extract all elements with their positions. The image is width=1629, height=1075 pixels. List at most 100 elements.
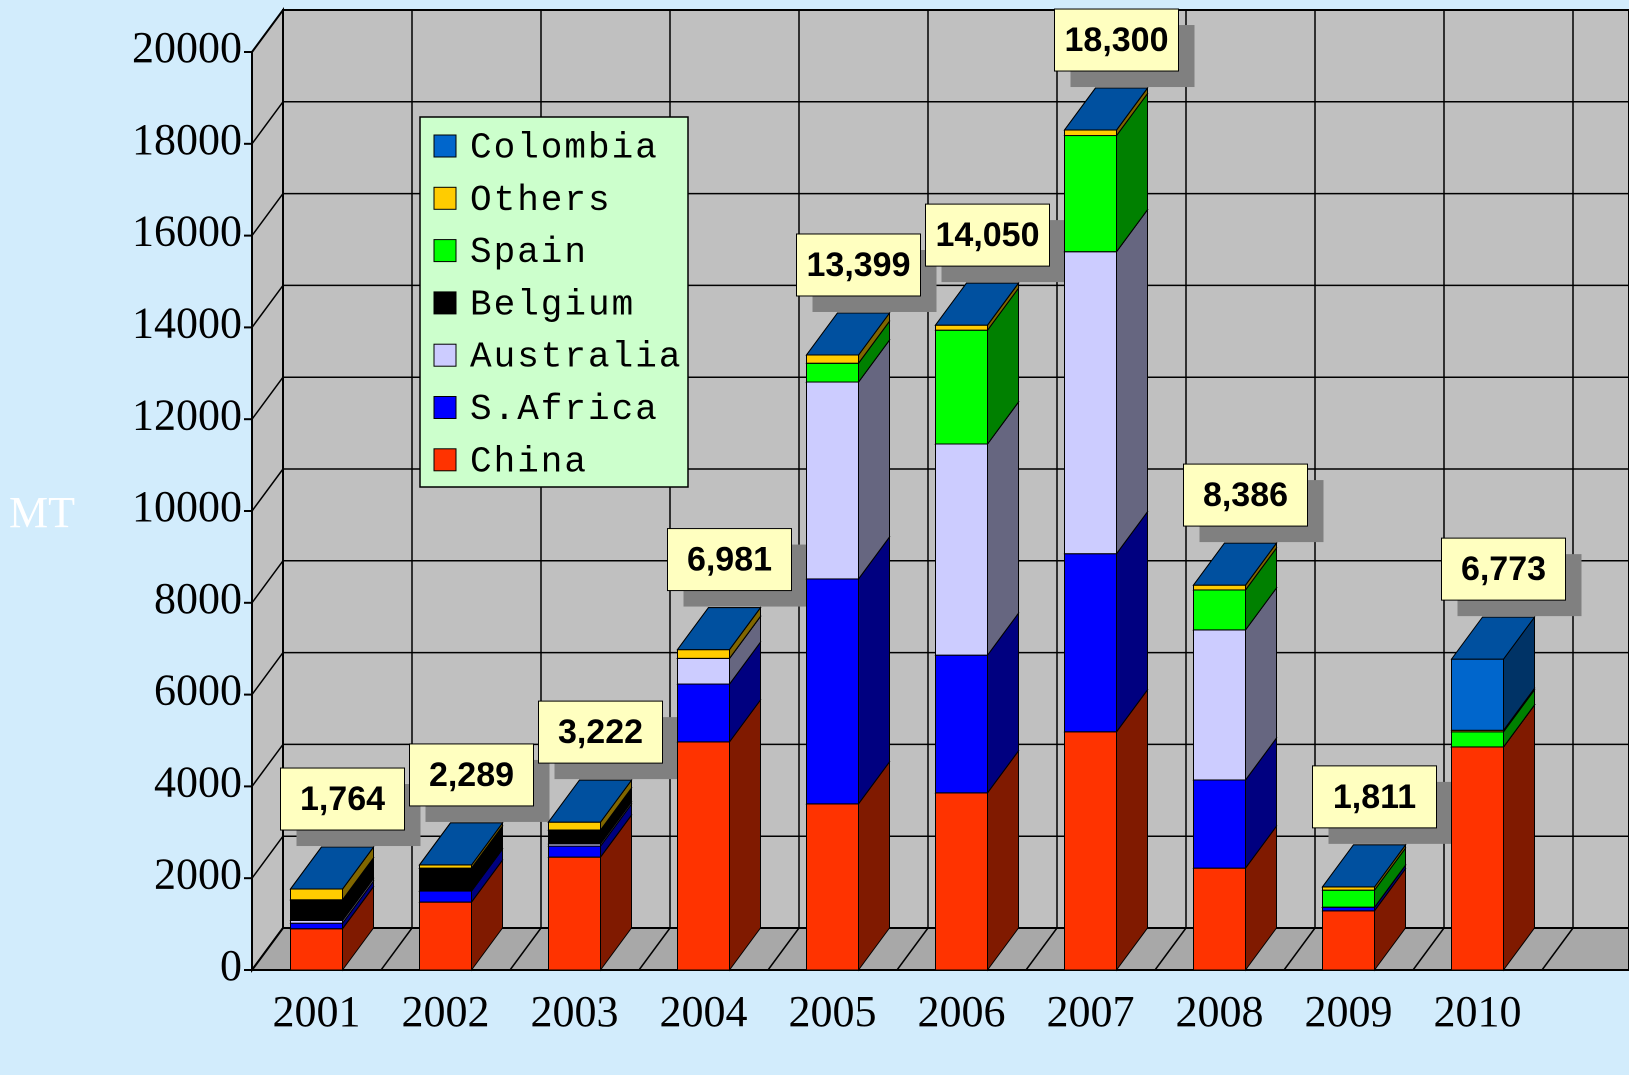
bar-segment (548, 856, 601, 971)
legend-label: Australia (470, 337, 682, 378)
x-tick-label: 2010 (1434, 987, 1522, 1036)
bar-segment (290, 928, 343, 971)
bar-top (1450, 616, 1536, 660)
bar-segment (548, 829, 601, 845)
bar-segment (1322, 889, 1375, 908)
total-label-box (538, 700, 663, 764)
y-tick-label: 2000 (154, 849, 242, 898)
bar-side (858, 535, 890, 806)
y-axis-label: MT (9, 488, 75, 537)
total-label-box (1183, 463, 1308, 527)
grid-line-side (251, 743, 284, 787)
legend-label: S.Africa (470, 389, 659, 430)
bar-segment (1064, 553, 1117, 733)
y-tick-label: 4000 (154, 757, 242, 806)
bar-side (1116, 688, 1148, 972)
bar-top (547, 779, 633, 823)
legend-label: Spain (470, 232, 588, 273)
y-tick-label: 6000 (154, 666, 242, 715)
legend-swatch (433, 134, 457, 158)
bar-segment (1193, 629, 1246, 781)
total-label: 1,764 (300, 780, 385, 818)
y-tick-label: 8000 (154, 574, 242, 623)
bar-segment (806, 803, 859, 971)
bar-segment (935, 324, 988, 331)
total-label-box (796, 233, 921, 297)
x-tick-label: 2007 (1047, 987, 1135, 1036)
grid-line-side (251, 193, 284, 237)
bar-segment (677, 657, 730, 685)
total-label: 13,399 (807, 246, 911, 284)
grid-line-side (251, 468, 284, 512)
bar-top (1321, 844, 1407, 888)
bar-top (418, 822, 504, 866)
floor-line (1283, 927, 1316, 971)
bar-segment (290, 888, 343, 901)
grid-line-side (251, 376, 284, 420)
bar-segment (677, 683, 730, 743)
bar-segment (1064, 731, 1117, 971)
bar-segment (419, 867, 472, 892)
x-tick-label: 2003 (531, 987, 619, 1036)
legend-label: Colombia (470, 128, 659, 169)
bar-segment (806, 578, 859, 805)
bar-side (1503, 703, 1535, 972)
bar-segment (806, 354, 859, 364)
grid-line-side (251, 927, 284, 971)
total-label-box (409, 743, 534, 807)
floor-line (1412, 927, 1445, 971)
total-label: 2,289 (429, 756, 514, 794)
total-label: 3,222 (558, 713, 643, 751)
legend-swatch (433, 396, 457, 419)
legend-swatch (433, 186, 457, 210)
bar-side (1116, 208, 1148, 556)
floor-line (509, 927, 542, 971)
legend-label: Others (470, 180, 612, 221)
bar-side (987, 400, 1019, 657)
x-tick-label: 2006 (918, 987, 1006, 1036)
total-label: 8,386 (1203, 476, 1288, 514)
total-label: 14,050 (936, 216, 1040, 254)
bar-segment (806, 362, 859, 383)
floor-line (767, 927, 800, 971)
legend-label: China (470, 441, 588, 482)
bar-segment (1451, 731, 1504, 748)
y-tick-label: 18000 (132, 115, 242, 164)
bar-top (1063, 87, 1149, 131)
bar-segment (1451, 746, 1504, 971)
floor-line (1025, 927, 1058, 971)
x-tick-label: 2004 (660, 987, 748, 1036)
y-tick-label: 16000 (132, 207, 242, 256)
bar-top (805, 312, 891, 356)
legend-swatch (433, 343, 457, 367)
x-tick-label: 2001 (273, 987, 361, 1036)
plot: 1,764 2,289 3,222 6,981 13,399 14,050 18,300 8,… (280, 8, 1582, 972)
y-tick-label: 12000 (132, 390, 242, 439)
y-tick-label: 20000 (132, 23, 242, 72)
total-label: 1,811 (1333, 778, 1416, 816)
bar-segment (935, 792, 988, 971)
bar-segment (935, 329, 988, 445)
bar-segment (806, 381, 859, 580)
total-label: 6,773 (1461, 550, 1546, 588)
bar-segment (677, 649, 730, 659)
grid-line-side (251, 101, 284, 145)
bar-top (934, 282, 1020, 326)
x-tick-label: 2009 (1305, 987, 1393, 1036)
total-label: 6,981 (687, 541, 772, 579)
x-tick-label: 2002 (402, 987, 490, 1036)
grid-line-side (251, 9, 284, 53)
bar-segment (1451, 658, 1504, 731)
bar-segment (935, 443, 988, 656)
grid-line-side (251, 835, 284, 879)
y-tick-label: 14000 (132, 298, 242, 347)
bar-segment (290, 922, 343, 930)
bar-segment (548, 845, 601, 858)
legend-box (419, 116, 689, 488)
bar-segment (1193, 779, 1246, 869)
bar-segment (1322, 910, 1375, 971)
bar-segment (290, 899, 343, 921)
y-tick-label: 0 (220, 941, 242, 990)
bar-segment (419, 890, 472, 903)
